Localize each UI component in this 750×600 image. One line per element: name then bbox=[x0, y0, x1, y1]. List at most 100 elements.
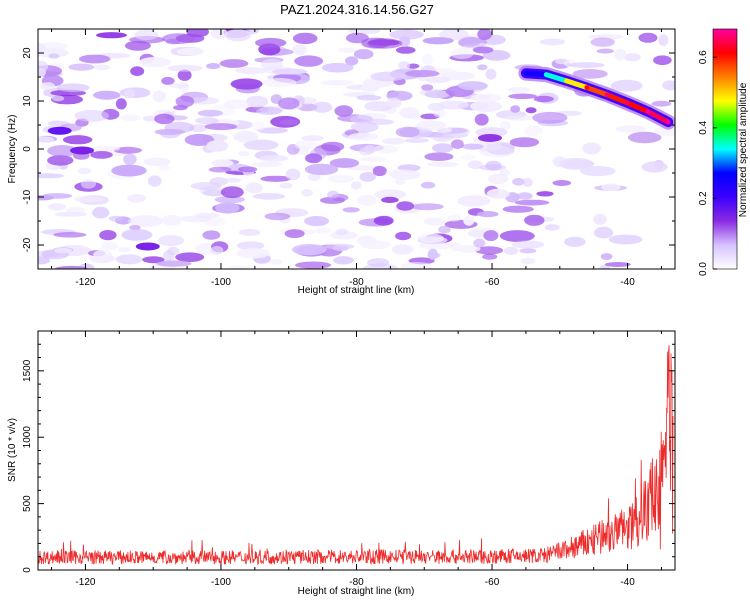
noise-blob bbox=[539, 38, 566, 46]
track-core bbox=[523, 70, 549, 78]
noise-blob bbox=[512, 177, 525, 186]
noise-blob bbox=[167, 246, 180, 256]
y-tick-label: 0 bbox=[22, 567, 33, 573]
noise-blob bbox=[520, 257, 536, 265]
noise-blob bbox=[152, 90, 166, 103]
peak-track bbox=[518, 65, 675, 130]
noise-blob bbox=[92, 206, 110, 219]
noise-blob bbox=[350, 181, 362, 190]
noise-blob bbox=[485, 160, 502, 171]
noise-blob bbox=[304, 163, 339, 176]
snr-panel: -120 -100 -80 -60 -40 0 500 1000 1500 Height of… bbox=[7, 330, 676, 597]
colorbar-ticks: 0.0 0.2 0.4 0.6 bbox=[698, 50, 717, 276]
noise-blob bbox=[68, 63, 95, 71]
noise-blob bbox=[51, 95, 65, 102]
x-tick-label: -60 bbox=[485, 577, 500, 588]
noise-blob bbox=[261, 58, 283, 71]
track-peak bbox=[605, 92, 610, 97]
noise-blob bbox=[308, 173, 321, 182]
hotspot bbox=[47, 126, 72, 135]
noise-blob bbox=[485, 68, 497, 80]
noise-blob bbox=[427, 248, 438, 260]
noise-blob bbox=[432, 143, 454, 153]
noise-blob bbox=[477, 211, 499, 218]
noise-blob bbox=[230, 78, 263, 90]
x-tick-label: -100 bbox=[211, 277, 231, 288]
colorbar-tick-label: 0.0 bbox=[698, 262, 709, 276]
noise-blob bbox=[80, 179, 96, 189]
noise-blob bbox=[304, 216, 330, 227]
noise-blob bbox=[314, 227, 331, 234]
noise-blob bbox=[38, 60, 49, 73]
noise-blob bbox=[610, 79, 643, 92]
noise-blob bbox=[238, 150, 250, 157]
noise-blob bbox=[260, 175, 292, 182]
noise-blob bbox=[245, 182, 263, 194]
noise-blob bbox=[258, 154, 289, 162]
noise-blob bbox=[53, 232, 87, 238]
noise-blob bbox=[42, 193, 73, 199]
noise-blob bbox=[162, 33, 195, 44]
y-tick-label: -20 bbox=[22, 237, 33, 252]
noise-blob bbox=[264, 212, 291, 221]
noise-blob bbox=[130, 66, 145, 77]
noise-blob bbox=[252, 193, 286, 200]
noise-blob bbox=[177, 69, 192, 81]
x-tick-label: -40 bbox=[620, 577, 635, 588]
noise-blob bbox=[477, 64, 488, 71]
snr-background bbox=[38, 331, 675, 570]
noise-blob bbox=[208, 166, 232, 173]
noise-blob bbox=[395, 231, 412, 241]
noise-blob bbox=[238, 166, 258, 173]
noise-blob bbox=[38, 136, 55, 144]
noise-blob bbox=[516, 192, 533, 200]
noise-blob bbox=[519, 248, 537, 254]
noise-blob bbox=[424, 90, 450, 99]
noise-blob bbox=[509, 137, 540, 148]
noise-blob bbox=[405, 70, 440, 78]
noise-blob bbox=[416, 120, 447, 131]
noise-blob bbox=[593, 213, 607, 225]
noise-blob bbox=[129, 225, 141, 231]
noise-blob bbox=[511, 240, 545, 249]
noise-blob bbox=[202, 230, 221, 240]
noise-blob bbox=[451, 139, 464, 150]
track-peak bbox=[625, 100, 630, 106]
noise-blob bbox=[486, 188, 510, 199]
noise-blob bbox=[499, 230, 535, 242]
noise-blob bbox=[269, 259, 283, 265]
noise-blob bbox=[350, 115, 374, 124]
noise-blob bbox=[472, 46, 494, 54]
colorbar: 0.0 0.2 0.4 0.6 Normalized spectral amplitu… bbox=[698, 28, 749, 276]
noise-blob bbox=[100, 241, 118, 251]
noise-blob bbox=[544, 224, 560, 231]
noise-blob bbox=[373, 215, 394, 226]
noise-blob bbox=[184, 133, 215, 146]
noise-blob bbox=[127, 194, 147, 203]
noise-blob bbox=[437, 100, 469, 110]
noise-blob bbox=[190, 182, 222, 190]
noise-blob bbox=[510, 105, 521, 113]
noise-blob bbox=[197, 109, 223, 117]
noise-blob bbox=[422, 53, 433, 65]
snr-y-axis: 0 500 1000 1500 bbox=[22, 343, 675, 573]
noise-blob bbox=[77, 167, 92, 175]
noise-blob bbox=[432, 133, 454, 142]
x-tick-label: -100 bbox=[211, 577, 231, 588]
noise-blob bbox=[48, 203, 66, 211]
noise-blob bbox=[115, 98, 127, 110]
noise-blob bbox=[156, 260, 192, 267]
colorbar-scale bbox=[713, 29, 737, 269]
noise-blob bbox=[334, 105, 354, 117]
noise-blob bbox=[580, 166, 616, 177]
noise-blob bbox=[658, 34, 669, 46]
noise-blob bbox=[134, 29, 159, 41]
noise-blob bbox=[115, 254, 143, 265]
noise-blob bbox=[461, 143, 484, 150]
noise-blob bbox=[396, 201, 415, 211]
noise-blob bbox=[204, 123, 238, 131]
y-tick-label: 1500 bbox=[22, 359, 33, 382]
noise-blob bbox=[422, 37, 454, 45]
noise-blob bbox=[128, 215, 164, 228]
noise-blob bbox=[594, 226, 614, 239]
